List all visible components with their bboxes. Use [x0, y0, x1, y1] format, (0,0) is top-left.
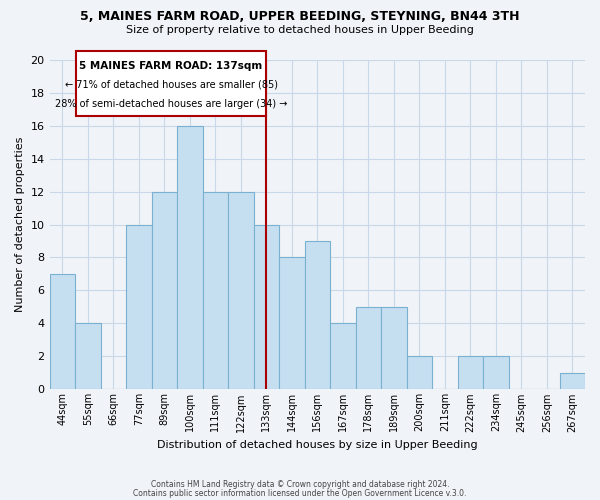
Bar [560, 373, 585, 390]
Text: ← 71% of detached houses are smaller (85): ← 71% of detached houses are smaller (85… [65, 80, 278, 90]
Bar [177, 126, 203, 390]
Bar [407, 356, 432, 390]
Bar [203, 192, 228, 390]
Bar [381, 307, 407, 390]
Bar [330, 324, 356, 390]
Text: 28% of semi-detached houses are larger (34) →: 28% of semi-detached houses are larger (… [55, 99, 287, 109]
Bar [76, 52, 266, 116]
Bar [305, 241, 330, 390]
Y-axis label: Number of detached properties: Number of detached properties [15, 137, 25, 312]
Text: Size of property relative to detached houses in Upper Beeding: Size of property relative to detached ho… [126, 25, 474, 35]
Bar [254, 224, 279, 390]
Bar [50, 274, 75, 390]
Bar [279, 258, 305, 390]
X-axis label: Distribution of detached houses by size in Upper Beeding: Distribution of detached houses by size … [157, 440, 478, 450]
Bar [152, 192, 177, 390]
Text: Contains public sector information licensed under the Open Government Licence v.: Contains public sector information licen… [133, 488, 467, 498]
Text: 5 MAINES FARM ROAD: 137sqm: 5 MAINES FARM ROAD: 137sqm [79, 60, 263, 70]
Bar [228, 192, 254, 390]
Bar [356, 307, 381, 390]
Bar [458, 356, 483, 390]
Bar [75, 324, 101, 390]
Bar [126, 224, 152, 390]
Text: Contains HM Land Registry data © Crown copyright and database right 2024.: Contains HM Land Registry data © Crown c… [151, 480, 449, 489]
Bar [483, 356, 509, 390]
Text: 5, MAINES FARM ROAD, UPPER BEEDING, STEYNING, BN44 3TH: 5, MAINES FARM ROAD, UPPER BEEDING, STEY… [80, 10, 520, 23]
